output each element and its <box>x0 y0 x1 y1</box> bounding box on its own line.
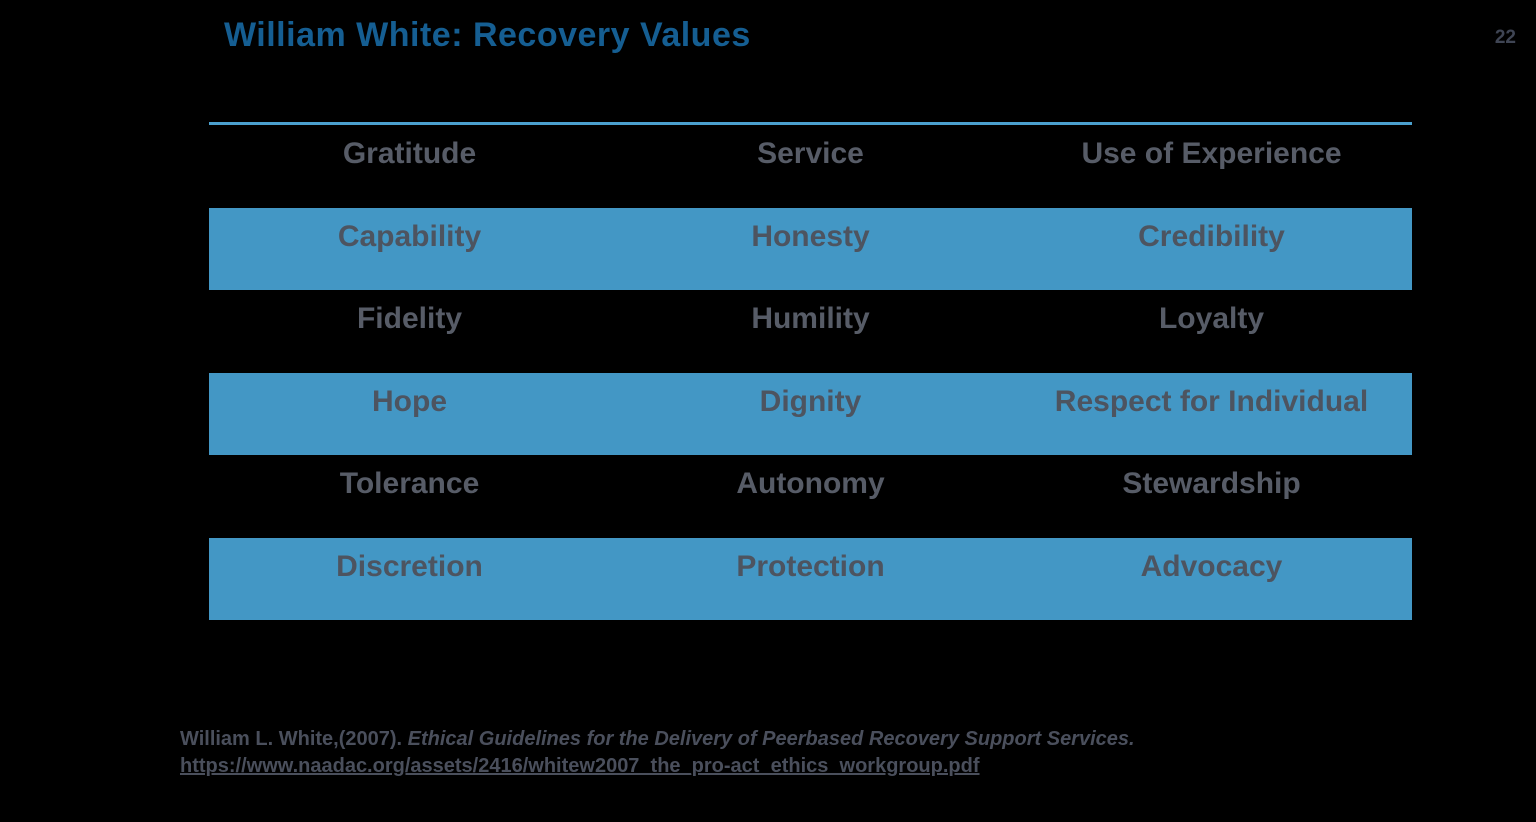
values-table: Gratitude Service Use of Experience Capa… <box>209 122 1412 620</box>
citation-author: William L. White,(2007). <box>180 728 408 750</box>
citation-work-title: Ethical Guidelines for the Delivery of P… <box>407 728 1135 750</box>
table-row: Gratitude Service Use of Experience <box>209 125 1412 208</box>
table-cell: Dignity <box>759 384 862 418</box>
table-cell: Service <box>757 137 864 170</box>
table-cell: Credibility <box>1138 219 1285 253</box>
table-cell: Loyalty <box>1158 302 1265 335</box>
table-cell: Tolerance <box>339 467 480 500</box>
table-cell: Hope <box>372 384 447 418</box>
table-cell: Protection <box>736 549 885 583</box>
table-row: Hope Dignity Respect for Individual <box>209 372 1412 455</box>
table-row: Tolerance Autonomy Stewardship <box>209 455 1412 538</box>
page-number: 22 <box>1494 27 1516 48</box>
table-cell: Fidelity <box>356 302 462 335</box>
table-cell: Autonomy <box>736 467 885 500</box>
table-cell: Humility <box>751 302 870 335</box>
citation-line-2: https://www.naadac.org/assets/2416/white… <box>180 753 1135 780</box>
slide-title: William White: Recovery Values <box>224 16 751 54</box>
table-cell: Gratitude <box>342 137 477 170</box>
table-cell: Honesty <box>751 219 870 253</box>
table-cell: Stewardship <box>1122 467 1301 500</box>
citation-url-link[interactable]: https://www.naadac.org/assets/2416/white… <box>180 755 980 777</box>
table-cell: Capability <box>337 219 482 253</box>
citation-line-1: William L. White,(2007). Ethical Guideli… <box>180 726 1135 753</box>
table-cell: Respect for Individual <box>1054 384 1369 418</box>
citation: William L. White,(2007). Ethical Guideli… <box>180 726 1135 780</box>
table-row: Capability Honesty Credibility <box>209 207 1412 290</box>
table-row: Fidelity Humility Loyalty <box>209 290 1412 373</box>
table-cell: Use of Experience <box>1081 137 1342 170</box>
table-cell: Discretion <box>336 549 483 583</box>
table-cell: Advocacy <box>1140 549 1283 583</box>
table-row: Discretion Protection Advocacy <box>209 537 1412 620</box>
